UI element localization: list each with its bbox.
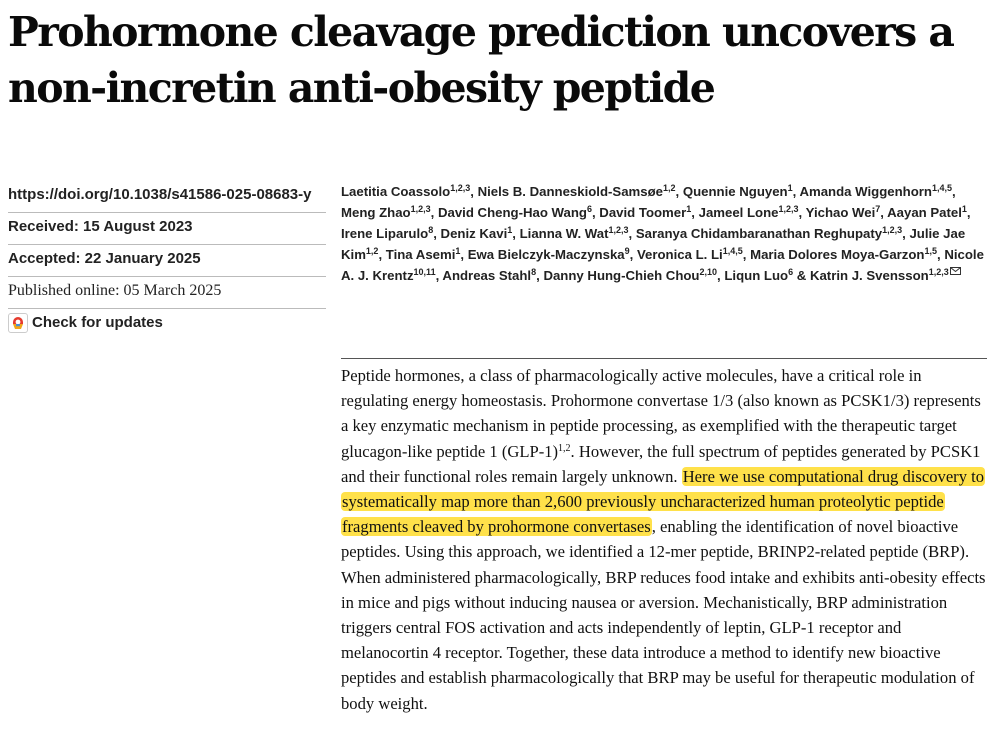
author-affiliation: 1,2,3 (410, 204, 431, 215)
author-name[interactable]: Veronica L. Li (636, 247, 723, 263)
author-affiliation: 6 (788, 267, 794, 278)
published-date: Published online: 05 March 2025 (8, 280, 326, 309)
author-affiliation: 1,2 (662, 183, 676, 193)
author-separator: , (512, 226, 520, 242)
author-separator: , (880, 205, 888, 221)
author-affiliation: 8 (428, 225, 434, 236)
author-name[interactable]: Andreas Stahl (442, 268, 532, 284)
abstract-text-2: . However, the full spectrum of peptides… (341, 441, 981, 486)
author-separator: & (793, 268, 810, 284)
author-separator: , (798, 205, 806, 221)
author-affiliation: 1,2,3 (778, 204, 799, 215)
author-affiliation: 1,5 (924, 246, 937, 257)
abstract-text-1: Peptide hormones, a class of pharmacolog… (341, 366, 981, 461)
author-affiliation: 8 (531, 267, 537, 278)
author-separator: , (691, 205, 699, 221)
author-name[interactable]: Laetitia Coassolo (341, 184, 451, 199)
author-affiliation: 9 (624, 246, 630, 257)
author-affiliation: 7 (875, 204, 881, 215)
author-separator: , (792, 184, 800, 199)
doi-link[interactable]: https://doi.org/10.1038/s41586-025-08683… (8, 184, 326, 213)
author-separator: , (430, 205, 438, 221)
author-separator: , (591, 205, 600, 221)
author-affiliation: 1 (455, 246, 461, 257)
author-name[interactable]: Ewa Bielczyk-Maczynska (467, 247, 625, 263)
author-separator: , (952, 184, 956, 199)
article-title: Prohormone cleavage prediction uncovers … (8, 8, 955, 112)
author-name[interactable]: David Cheng-Hao Wang (437, 205, 587, 221)
author-separator: , (902, 226, 910, 242)
author-name[interactable]: Danny Hung-Chieh Chou (543, 268, 700, 284)
author-affiliation: 1 (686, 204, 692, 215)
author-affiliation: 1,2,3 (882, 225, 903, 236)
author-name[interactable]: Meng Zhao (341, 205, 411, 221)
abstract-divider (341, 358, 987, 359)
author-affiliation: 1,2,3 (608, 225, 629, 236)
author-separator: , (435, 268, 443, 284)
author-affiliation: 1 (507, 225, 513, 236)
crossmark-icon (8, 313, 28, 333)
author-affiliation: 1,2,3 (450, 183, 471, 193)
author-name[interactable]: Yichao Wei (805, 205, 876, 221)
author-affiliation: 1,4,5 (931, 183, 952, 193)
author-name[interactable]: Lianna W. Wat (519, 226, 609, 242)
author-name[interactable]: Katrin J. Svensson (809, 268, 929, 284)
email-icon[interactable] (949, 267, 961, 283)
author-name[interactable]: Amanda Wiggenhorn (799, 184, 932, 199)
author-name[interactable]: Deniz Kavi (440, 226, 508, 242)
author-affiliation: 6 (586, 204, 592, 215)
author-list: Laetitia Coassolo1,2,3, Niels B. Dannesk… (341, 181, 991, 286)
author-separator: , (378, 247, 386, 263)
accepted-date: Accepted: 22 January 2025 (8, 248, 326, 277)
author-separator: , (937, 247, 945, 263)
author-name[interactable]: Irene Liparulo (341, 226, 429, 242)
author-name[interactable]: Tina Asemi (385, 247, 456, 263)
author-affiliation: 1,2 (365, 246, 379, 257)
author-affiliation: 10,11 (413, 267, 436, 278)
author-name[interactable]: Julie Jae Kim (341, 226, 966, 263)
author-name[interactable]: Saranya Chidambaranathan Reghupaty (635, 226, 883, 242)
abstract-text-3: , enabling the identification of novel b… (341, 517, 986, 713)
article-metadata: https://doi.org/10.1038/s41586-025-08683… (8, 184, 326, 343)
author-name[interactable]: Jameel Lone (698, 205, 779, 221)
author-name[interactable]: Liqun Luo (724, 268, 789, 284)
received-date: Received: 15 August 2023 (8, 216, 326, 245)
author-separator: , (433, 226, 441, 242)
author-name[interactable]: David Toomer (599, 205, 687, 221)
author-separator: , (536, 268, 544, 284)
author-affiliation: 2,10 (699, 267, 718, 278)
author-separator: , (470, 184, 478, 199)
author-name[interactable]: Niels B. Danneskiold-Samsøe (477, 184, 663, 199)
author-separator: , (628, 226, 636, 242)
author-affiliation: 1,2,3 (928, 267, 949, 278)
check-for-updates-button[interactable]: Check for updates (8, 312, 326, 340)
author-separator: , (717, 268, 725, 284)
author-separator: , (742, 247, 751, 263)
author-separator: , (629, 247, 637, 263)
author-affiliation: 1 (961, 204, 967, 215)
author-separator: , (675, 184, 683, 199)
abstract: Peptide hormones, a class of pharmacolog… (341, 363, 991, 716)
author-name[interactable]: Maria Dolores Moya-Garzon (750, 247, 925, 263)
author-name[interactable]: Nicole A. J. Krentz (341, 247, 984, 284)
author-name[interactable]: Aayan Patel (887, 205, 962, 221)
author-affiliation: 1,4,5 (722, 246, 743, 257)
citation-ref[interactable]: 1,2 (558, 442, 571, 454)
author-name[interactable]: Quennie Nguyen (682, 184, 788, 199)
author-separator: , (966, 205, 971, 221)
author-separator: , (460, 247, 468, 263)
author-affiliation: 1 (787, 183, 793, 193)
check-for-updates-label: Check for updates (32, 314, 163, 331)
